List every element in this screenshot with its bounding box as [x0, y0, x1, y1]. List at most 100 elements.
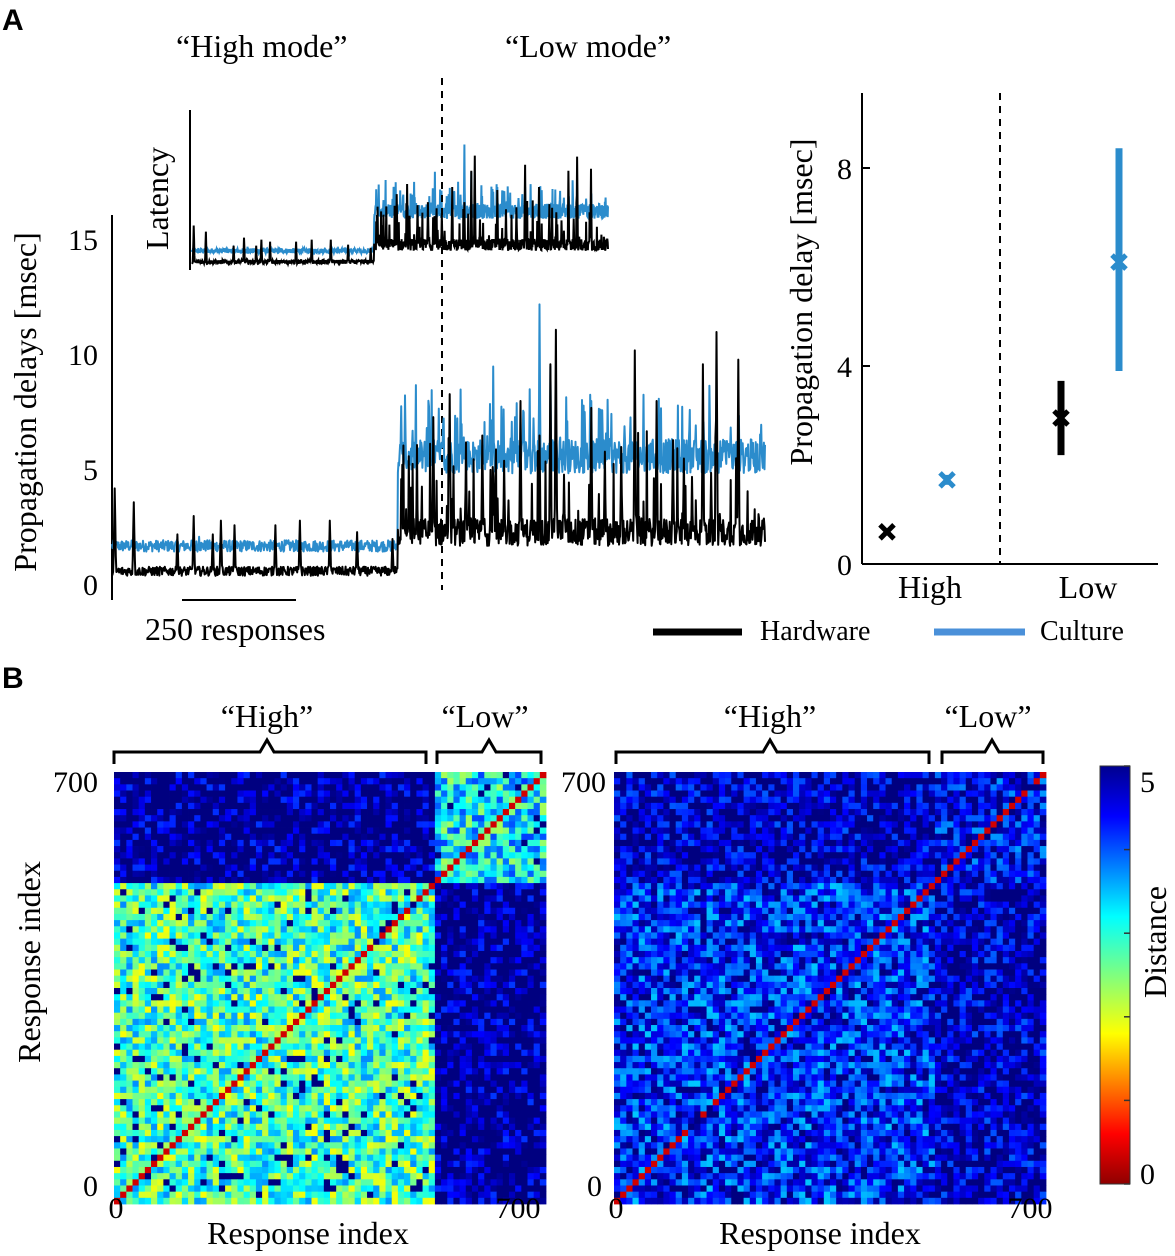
heatmap-cell	[114, 913, 121, 921]
heatmap-cell	[379, 870, 386, 878]
heatmap-cell	[484, 1123, 491, 1131]
heatmap-cell	[151, 913, 158, 921]
heatmap-cell	[490, 1025, 498, 1032]
heatmap-cell	[249, 950, 257, 958]
heatmap-cell	[496, 1031, 504, 1038]
heatmap-cell	[527, 907, 535, 915]
heatmap-cell	[231, 1191, 238, 1199]
heatmap-cell	[348, 895, 356, 902]
heatmap-cell	[428, 1092, 436, 1100]
heatmap-cell	[490, 809, 498, 816]
heatmap-cell	[434, 950, 442, 958]
heatmap-cell	[163, 1185, 170, 1193]
heatmap-cell	[360, 1037, 368, 1044]
heatmap-cell	[126, 969, 133, 977]
heatmap-cell	[218, 864, 226, 872]
heatmap-cell	[305, 846, 312, 853]
heatmap-cell	[391, 833, 399, 841]
heatmap-cell	[126, 1111, 133, 1118]
heatmap-cell	[441, 876, 448, 884]
heatmap-cell	[132, 1154, 140, 1162]
heatmap-cell	[379, 833, 386, 841]
heatmap-cell	[206, 1086, 214, 1094]
heatmap-cell	[280, 1080, 288, 1088]
heatmap-cell	[490, 950, 498, 958]
heatmap-cell	[471, 1136, 479, 1143]
heatmap-cell	[138, 1006, 146, 1014]
heatmap-cell	[416, 913, 423, 921]
heatmap-cell	[126, 1025, 133, 1032]
heatmap-cell	[496, 895, 504, 902]
heatmap-cell	[397, 870, 405, 878]
heatmap-cell	[397, 1129, 405, 1137]
heatmap-cell	[354, 827, 362, 835]
heatmap-cell	[188, 827, 195, 835]
heatmap-cell	[175, 796, 183, 804]
heatmap-cell	[175, 1012, 183, 1020]
heatmap-cell	[200, 907, 207, 915]
heatmap-cell	[181, 802, 189, 810]
heatmap-cell	[194, 932, 201, 940]
heatmap-cell	[521, 1025, 528, 1032]
heatmap-cell	[132, 1191, 140, 1199]
heatmap-cell	[243, 778, 251, 785]
heatmap-cell	[317, 1197, 325, 1205]
heatmap-cell	[175, 1099, 183, 1106]
heatmap-cell	[163, 1129, 170, 1137]
heatmap-cell	[262, 994, 269, 1001]
heatmap-cell	[342, 932, 349, 940]
heatmap-cell	[515, 1142, 522, 1149]
heatmap-cell	[212, 938, 220, 946]
heatmap-cell	[292, 1068, 300, 1075]
heatmap-cell	[237, 1031, 244, 1038]
heatmap-cell	[336, 988, 343, 995]
heatmap-cell	[521, 876, 528, 884]
heatmap-cell	[330, 802, 337, 810]
heatmap-cell	[527, 1062, 535, 1069]
heatmap-cell	[163, 1154, 170, 1162]
heatmap-cell	[280, 963, 288, 970]
heatmap-cell	[453, 1012, 460, 1020]
heatmap-cell	[231, 876, 238, 884]
heatmap-cell	[175, 1092, 183, 1100]
heatmap-cell	[311, 852, 319, 859]
heatmap-cell	[280, 944, 288, 952]
heatmap-cell	[360, 1086, 368, 1094]
heatmap-cell	[305, 1179, 312, 1186]
heatmap-cell	[274, 883, 282, 890]
heatmap-cell	[453, 852, 460, 859]
heatmap-cell	[132, 1012, 140, 1020]
heatmap-cell	[206, 950, 214, 958]
heatmap-cell	[441, 957, 448, 964]
heatmap-cell	[786, 772, 794, 779]
heatmap-cell	[539, 901, 547, 909]
heatmap-cell	[206, 802, 214, 810]
heatmap-cell	[292, 1092, 300, 1100]
heatmap-cell	[373, 1031, 380, 1038]
heatmap-cell	[515, 1197, 522, 1205]
heatmap-cell	[225, 1049, 232, 1057]
heatmap-cell	[527, 994, 535, 1001]
heatmap-cell	[502, 1086, 510, 1094]
heatmap-cell	[484, 938, 491, 946]
heatmap-cell	[539, 1142, 547, 1149]
heatmap-cell	[330, 1129, 337, 1137]
heatmap-cell	[465, 1166, 473, 1174]
heatmap-cell	[478, 944, 485, 952]
heatmap-cell	[144, 1117, 152, 1125]
heatmap-cell	[262, 815, 269, 822]
heatmap-cell	[243, 1105, 251, 1112]
heatmap-cell	[225, 969, 232, 977]
heatmap-cell	[194, 839, 201, 847]
heatmap-cell	[181, 1154, 189, 1162]
heatmap-cell	[539, 858, 547, 865]
heatmap-cell	[114, 1055, 121, 1063]
heatmap-cell	[138, 809, 146, 816]
heatmap-cell	[299, 950, 306, 958]
heatmap-cell	[225, 1179, 232, 1186]
heatmap-cell	[231, 821, 238, 828]
heatmap-cell	[286, 1123, 294, 1131]
heatmap-cell	[311, 1173, 319, 1180]
heatmap-cell	[317, 1062, 325, 1069]
heatmap-cell	[459, 1111, 467, 1118]
